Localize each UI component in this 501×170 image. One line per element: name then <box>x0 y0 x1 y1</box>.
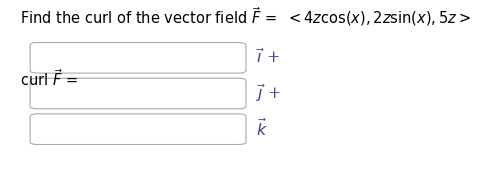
FancyBboxPatch shape <box>30 78 245 109</box>
Text: $\vec{\imath}$ +: $\vec{\imath}$ + <box>256 49 280 67</box>
FancyBboxPatch shape <box>30 42 245 73</box>
Text: $\vec{k}$: $\vec{k}$ <box>256 119 267 140</box>
Text: Find the curl of the vector field $\vec{F}$ =  $< 4z\cos(x), 2z\sin(x), 5z >$: Find the curl of the vector field $\vec{… <box>20 5 470 28</box>
Text: $\vec{\jmath}$ +: $\vec{\jmath}$ + <box>256 83 281 104</box>
Text: curl $\vec{F}$ =: curl $\vec{F}$ = <box>20 68 78 89</box>
FancyBboxPatch shape <box>30 114 245 144</box>
